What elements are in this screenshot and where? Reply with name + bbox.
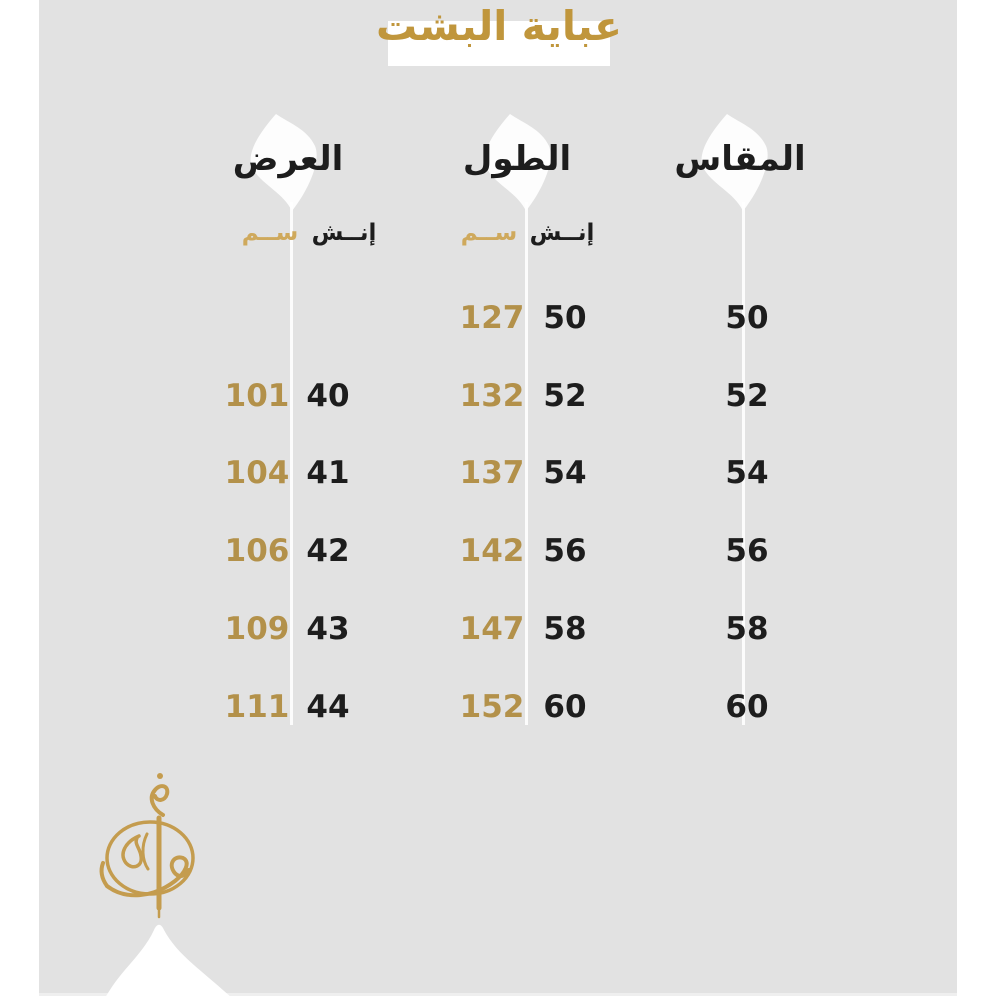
size-value: 58: [725, 611, 769, 647]
length-inch-value: 54: [543, 455, 587, 491]
length-cm-subheader: ســم: [460, 220, 518, 246]
length-cm-value: 137: [459, 455, 525, 491]
width-cm-value: 109: [224, 611, 290, 647]
length-inch-value: 52: [543, 378, 587, 414]
leaf-banner-icon: [247, 112, 319, 212]
length-cm-value: 142: [459, 533, 525, 569]
width-inch-value: 44: [306, 689, 350, 725]
width-inch-value: 42: [306, 533, 350, 569]
width-cm-value: 106: [224, 533, 290, 569]
length-cm-value: 132: [459, 378, 525, 414]
size-column-header: المقاس: [674, 139, 806, 179]
length-inch-value: 56: [543, 533, 587, 569]
length-cm-value: 152: [459, 689, 525, 725]
length-inch-value: 60: [543, 689, 587, 725]
title-background: [388, 21, 610, 66]
width-column-divider: [290, 202, 293, 725]
length-cm-value: 127: [459, 300, 525, 336]
leaf-banner-icon: [481, 112, 553, 212]
length-cm-value: 147: [459, 611, 525, 647]
width-inch-value: 43: [306, 611, 350, 647]
size-value: 54: [725, 455, 769, 491]
width-cm-value: 111: [224, 689, 290, 725]
size-value: 52: [725, 378, 769, 414]
length-column-divider: [525, 202, 528, 725]
width-cm-value: 104: [224, 455, 290, 491]
width-column-header: العرض: [232, 139, 344, 179]
bottom-edge-strip: [39, 993, 957, 996]
width-inch-value: 41: [306, 455, 350, 491]
leaf-banner-icon: [698, 112, 770, 212]
size-value: 50: [725, 300, 769, 336]
length-column-header: الطول: [462, 139, 572, 179]
dome-silhouette-icon: [88, 914, 248, 1000]
size-column-divider: [742, 202, 745, 725]
length-inch-value: 58: [543, 611, 587, 647]
size-value: 60: [725, 689, 769, 725]
calligraphy-monogram-icon: [95, 760, 235, 930]
width-inch-value: 40: [306, 378, 350, 414]
length-inch-value: 50: [543, 300, 587, 336]
width-cm-value: 101: [224, 378, 290, 414]
width-cm-subheader: ســم: [241, 220, 299, 246]
size-value: 56: [725, 533, 769, 569]
length-inch-subheader: إنــش: [529, 220, 595, 246]
width-inch-subheader: إنــش: [311, 220, 377, 246]
page-title: عباية البشت: [376, 2, 622, 50]
